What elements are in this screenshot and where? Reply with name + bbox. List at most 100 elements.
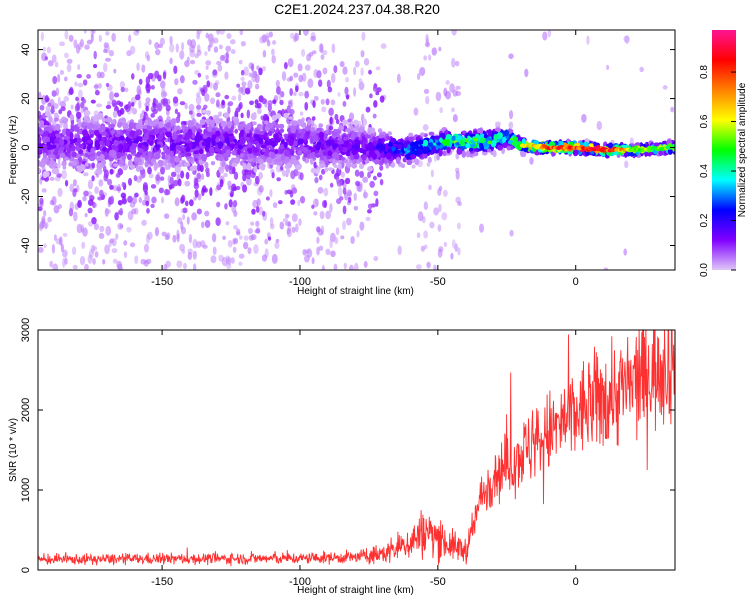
signal-cell	[410, 154, 417, 160]
signal-cell	[256, 123, 262, 129]
noise-cell	[328, 125, 334, 131]
signal-cell	[191, 133, 196, 139]
noise-cell	[261, 66, 267, 72]
noise-cell	[318, 245, 324, 251]
noise-cell	[75, 96, 80, 102]
noise-cell	[289, 87, 293, 97]
noise-cell	[291, 226, 296, 233]
noise-cell	[268, 31, 273, 38]
signal-cell	[486, 148, 492, 153]
signal-cell	[341, 147, 348, 153]
noise-cell	[145, 200, 150, 207]
signal-cell	[123, 142, 128, 150]
noise-cell	[425, 95, 430, 105]
noise-cell	[38, 206, 43, 212]
noise-cell	[373, 190, 379, 197]
noise-cell	[320, 98, 325, 105]
signal-cell	[497, 145, 503, 151]
signal-cell	[417, 139, 424, 145]
signal-cell	[187, 128, 193, 136]
noise-cell	[123, 251, 128, 259]
signal-cell	[112, 110, 118, 118]
signal-cell	[41, 157, 48, 164]
noise-cell	[148, 173, 154, 179]
noise-cell	[304, 101, 309, 111]
noise-cell	[445, 90, 451, 100]
noise-cell	[452, 114, 458, 123]
noise-cell	[76, 102, 80, 111]
noise-cell	[80, 107, 84, 114]
noise-cell	[146, 208, 150, 214]
noise-cell	[212, 246, 217, 256]
noise-cell	[196, 104, 202, 110]
noise-cell	[39, 197, 44, 205]
signal-cell	[446, 146, 451, 154]
noise-cell	[94, 186, 99, 195]
noise-cell	[244, 87, 251, 95]
noise-cell	[222, 235, 226, 241]
noise-cell	[372, 113, 377, 119]
noise-cell	[170, 171, 177, 178]
signal-cell	[590, 150, 595, 155]
noise-cell	[241, 81, 247, 87]
x-tick-label: -100	[289, 576, 311, 588]
noise-cell	[415, 264, 422, 270]
signal-cell	[121, 155, 127, 160]
noise-cell	[428, 54, 432, 61]
signal-cell	[332, 143, 339, 149]
colorbar-tick-label: 0.4	[699, 164, 710, 178]
noise-cell	[354, 60, 360, 68]
signal-cell	[343, 159, 348, 164]
signal-cell	[200, 109, 207, 114]
noise-cell	[137, 89, 142, 96]
signal-cell	[208, 146, 215, 154]
noise-cell	[216, 30, 220, 35]
signal-cell	[84, 162, 89, 167]
signal-cell	[385, 152, 392, 160]
noise-cell	[293, 32, 298, 41]
noise-cell	[235, 107, 241, 113]
signal-cell	[403, 141, 408, 149]
noise-cell	[289, 75, 294, 81]
signal-cell	[174, 166, 181, 174]
signal-cell	[217, 111, 223, 117]
noise-cell	[182, 213, 186, 221]
noise-cell	[347, 191, 353, 197]
noise-cell	[145, 97, 151, 104]
noise-cell	[313, 161, 317, 169]
noise-cell	[433, 207, 440, 216]
noise-cell	[283, 61, 288, 70]
noise-cell	[163, 263, 168, 270]
signal-cell	[94, 140, 100, 147]
signal-cell	[356, 131, 362, 139]
noise-cell	[58, 109, 63, 115]
noise-cell	[135, 30, 140, 33]
signal-cell	[487, 129, 493, 137]
noise-cell	[291, 187, 298, 194]
noise-cell	[451, 107, 455, 113]
signal-cell	[438, 149, 443, 157]
noise-cell	[60, 106, 66, 112]
signal-cell	[186, 152, 192, 157]
noise-cell	[225, 221, 230, 226]
noise-cell	[105, 82, 110, 87]
noise-cell	[240, 40, 246, 47]
noise-cell	[202, 185, 207, 193]
signal-cell	[243, 154, 248, 160]
noise-cell	[196, 30, 203, 35]
noise-cell	[428, 184, 432, 191]
noise-cell	[271, 172, 275, 179]
noise-cell	[180, 170, 185, 179]
signal-cell	[248, 153, 255, 159]
noise-cell	[437, 224, 442, 232]
noise-cell	[160, 80, 166, 89]
noise-cell	[380, 43, 387, 49]
noise-cell	[261, 98, 267, 105]
noise-cell	[93, 223, 99, 231]
noise-cell	[194, 189, 199, 198]
signal-cell	[258, 130, 265, 136]
noise-cell	[267, 100, 273, 107]
noise-cell	[163, 91, 168, 97]
noise-cell	[59, 41, 65, 47]
signal-cell	[53, 151, 58, 156]
